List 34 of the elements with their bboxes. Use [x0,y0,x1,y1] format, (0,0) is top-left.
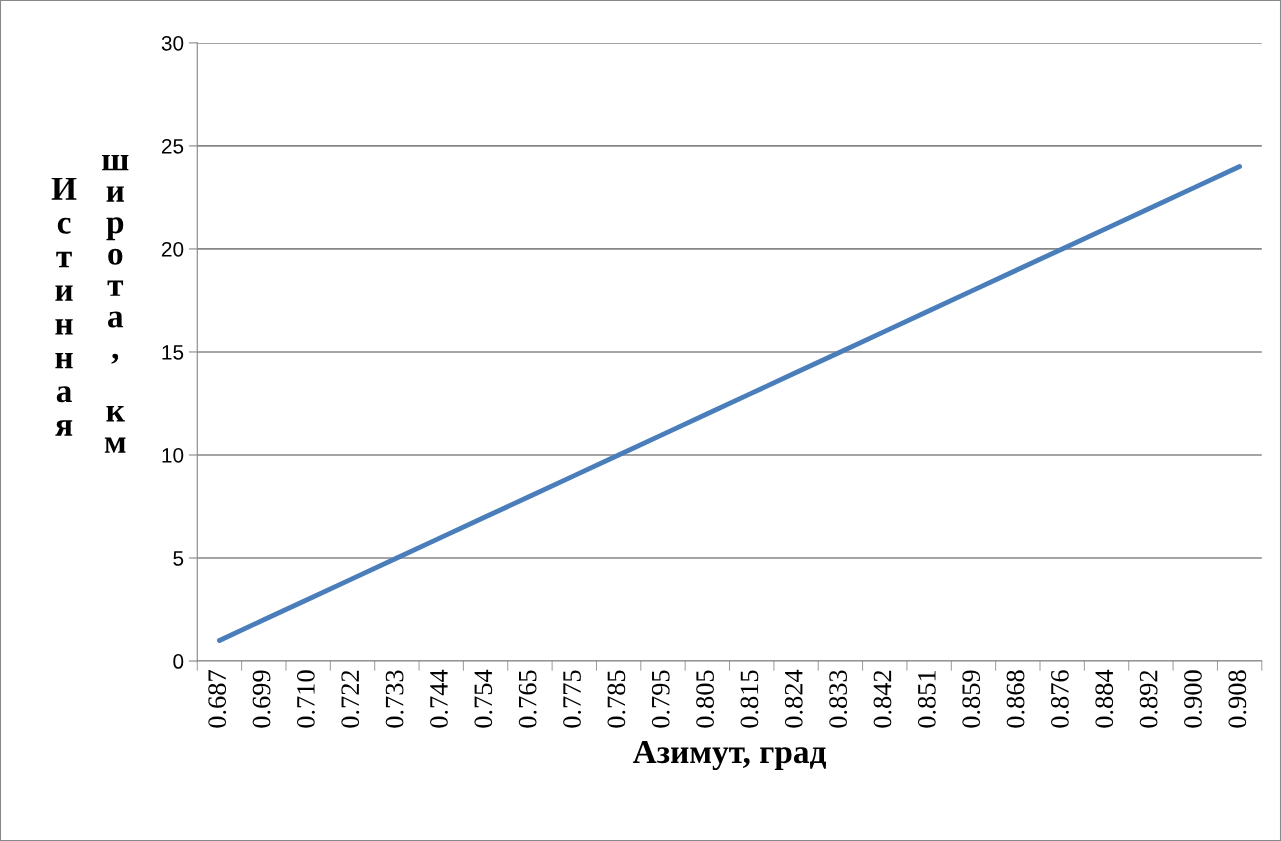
x-tick-label: 0.842 [873,670,892,728]
x-tick-label: 0.795 [651,670,670,728]
y-tick-label: 0 [173,654,184,669]
x-tick-label: 0.892 [1139,670,1158,728]
x-tick-label: 0.824 [784,669,803,728]
x-tick-label: 0.710 [296,670,315,728]
x-tick-label: 0.805 [696,670,715,728]
x-tick-label: 0.876 [1050,670,1069,728]
y-tick-label: 25 [161,138,184,154]
y-tick-label: 15 [162,345,184,360]
text: Истинная широта, км [51,155,129,453]
x-tick-label: 0.687 [208,670,227,728]
x-tick-label: 0.900 [1184,670,1202,728]
x-tick-label: 0.765 [518,670,537,728]
x-tick-label: 0.699 [252,670,271,728]
x-tick-label: 0.744 [430,669,448,728]
y-tick-label: 30 [161,35,184,51]
x-tick-label: 0.815 [740,670,759,728]
line-series [217,164,1243,643]
x-tick-label: 0.859 [962,670,981,728]
x-tick-label: 0.868 [1006,670,1025,728]
x-tick-label: 0.884 [1095,669,1114,728]
x-tick-label: 0.833 [829,670,848,728]
x-tick-label: 0.775 [563,670,582,728]
x-tick-label: 0.908 [1228,670,1247,728]
x-tick-label: 0.722 [341,670,360,728]
y-tick-label: 20 [161,241,184,257]
x-tick-label: 0.785 [607,670,626,728]
x-tick-label: 0.754 [474,669,493,728]
x-tick-label: 0.851 [917,670,936,728]
y-tick-label: 10 [162,447,184,463]
x-tick-label: 0.733 [385,670,404,728]
x-axis-title: Азимут, град [632,740,827,771]
y-tick-label: 5 [173,551,184,566]
